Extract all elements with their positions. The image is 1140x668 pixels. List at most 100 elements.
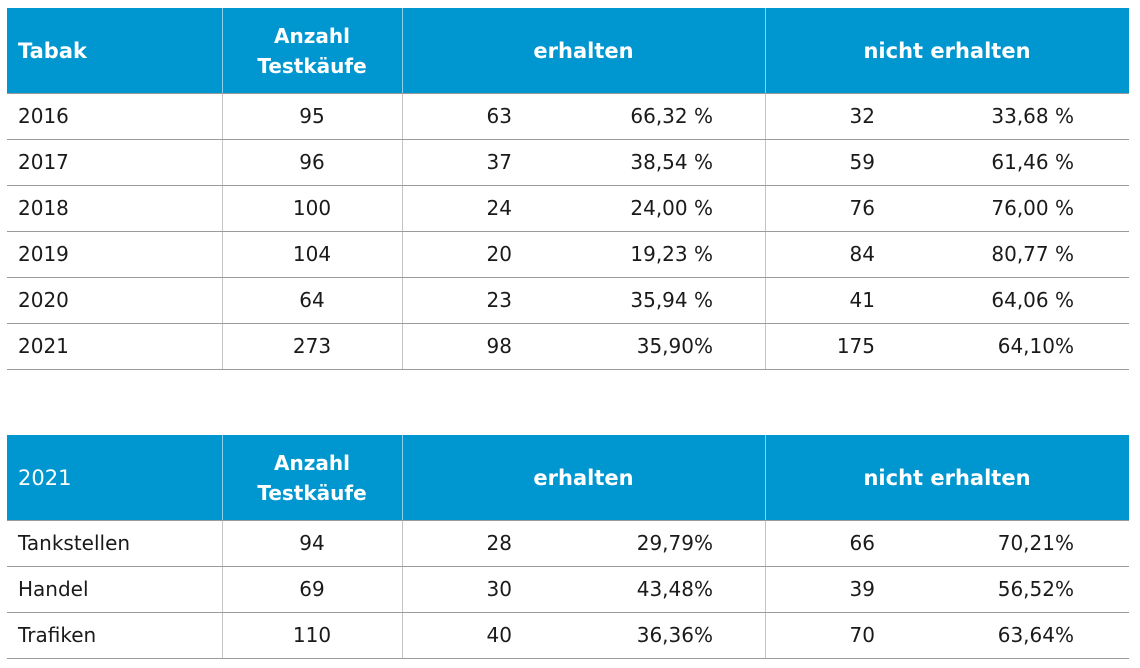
not-received-percent: 61,46 % <box>991 150 1074 174</box>
test-purchase-count: 110 <box>292 623 332 647</box>
test-purchase-count: 95 <box>299 104 325 128</box>
not-received-count: 66 <box>849 531 875 555</box>
not-received-count: 39 <box>849 577 875 601</box>
header-divider <box>222 435 223 520</box>
table-row: 2019 104 20 19,23 % 84 80,77 % <box>7 232 1129 278</box>
column-divider <box>222 567 223 612</box>
not-received-count: 41 <box>849 288 875 312</box>
column-divider <box>222 140 223 185</box>
received-percent: 35,94 % <box>630 288 713 312</box>
column-divider <box>402 186 403 231</box>
header-test-purchases: Anzahl Testkäufe <box>222 435 402 520</box>
column-divider <box>765 567 766 612</box>
header-count-line2: Testkäufe <box>257 53 367 78</box>
tobacco-yearly-table: Tabak Anzahl Testkäufe erhalten nicht er… <box>7 8 1129 370</box>
row-label: 2021 <box>18 334 69 358</box>
not-received-percent: 64,06 % <box>991 288 1074 312</box>
table-body: 2016 95 63 66,32 % 32 33,68 % 2017 96 37 38,54 % 5… <box>7 93 1129 370</box>
not-received-count: 84 <box>849 242 875 266</box>
table-row: Trafiken 110 40 36,36% 70 63,64% <box>7 613 1129 659</box>
not-received-count: 59 <box>849 150 875 174</box>
column-divider <box>222 232 223 277</box>
received-count: 98 <box>486 334 512 358</box>
not-received-count: 175 <box>836 334 875 358</box>
received-count: 40 <box>486 623 512 647</box>
table-header: 2021 Anzahl Testkäufe erhalten nicht erh… <box>7 435 1129 520</box>
received-percent: 36,36% <box>636 623 713 647</box>
row-label: 2017 <box>18 150 69 174</box>
header-divider <box>402 8 403 93</box>
table-row: 2018 100 24 24,00 % 76 76,00 % <box>7 186 1129 232</box>
received-count: 28 <box>486 531 512 555</box>
row-label: Trafiken <box>18 623 97 647</box>
received-percent: 38,54 % <box>630 150 713 174</box>
received-count: 20 <box>486 242 512 266</box>
column-divider <box>222 278 223 323</box>
test-purchase-count: 69 <box>299 577 325 601</box>
channel-2021-table: 2021 Anzahl Testkäufe erhalten nicht erh… <box>7 435 1129 659</box>
column-divider <box>222 94 223 139</box>
not-received-percent: 76,00 % <box>991 196 1074 220</box>
header-label: Tabak <box>18 38 87 63</box>
received-count: 63 <box>486 104 512 128</box>
column-divider <box>765 324 766 369</box>
test-purchase-count: 64 <box>299 288 325 312</box>
column-divider <box>765 94 766 139</box>
header-divider <box>765 8 766 93</box>
header-divider <box>222 8 223 93</box>
received-percent: 66,32 % <box>630 104 713 128</box>
table-row: 2016 95 63 66,32 % 32 33,68 % <box>7 93 1129 140</box>
column-divider <box>222 324 223 369</box>
table-row: Handel 69 30 43,48% 39 56,52% <box>7 567 1129 613</box>
column-divider <box>402 324 403 369</box>
table-body: Tankstellen 94 28 29,79% 66 70,21% Handel 69 30 4… <box>7 520 1129 659</box>
test-purchase-count: 104 <box>292 242 332 266</box>
table-row: 2017 96 37 38,54 % 59 61,46 % <box>7 140 1129 186</box>
not-received-count: 76 <box>849 196 875 220</box>
not-received-count: 32 <box>849 104 875 128</box>
column-divider <box>222 186 223 231</box>
table-row: Tankstellen 94 28 29,79% 66 70,21% <box>7 520 1129 567</box>
column-divider <box>765 140 766 185</box>
column-divider <box>765 521 766 566</box>
column-divider <box>402 521 403 566</box>
column-divider <box>402 613 403 658</box>
received-count: 37 <box>486 150 512 174</box>
table-row: 2020 64 23 35,94 % 41 64,06 % <box>7 278 1129 324</box>
row-label: 2019 <box>18 242 69 266</box>
row-label: Tankstellen <box>18 531 131 555</box>
header-test-purchases: Anzahl Testkäufe <box>222 8 402 93</box>
table-row: 2021 273 98 35,90% 175 64,10% <box>7 324 1129 370</box>
header-label: 2021 <box>18 465 72 490</box>
header-count-line2: Testkäufe <box>257 480 367 505</box>
header-not-received: nicht erhalten <box>863 465 1031 490</box>
header-received: erhalten <box>533 38 634 63</box>
header-divider <box>765 435 766 520</box>
column-divider <box>402 140 403 185</box>
column-divider <box>765 232 766 277</box>
header-divider <box>402 435 403 520</box>
test-purchase-count: 273 <box>292 334 332 358</box>
header-count-line1: Anzahl <box>274 23 350 48</box>
column-divider <box>402 278 403 323</box>
not-received-percent: 33,68 % <box>991 104 1074 128</box>
header-received: erhalten <box>533 465 634 490</box>
column-divider <box>222 613 223 658</box>
received-percent: 35,90% <box>636 334 713 358</box>
column-divider <box>402 94 403 139</box>
not-received-percent: 56,52% <box>997 577 1074 601</box>
header-not-received: nicht erhalten <box>863 38 1031 63</box>
header-count-line1: Anzahl <box>274 450 350 475</box>
column-divider <box>765 613 766 658</box>
row-label: 2016 <box>18 104 69 128</box>
table-header: Tabak Anzahl Testkäufe erhalten nicht er… <box>7 8 1129 93</box>
column-divider <box>402 567 403 612</box>
row-label: 2018 <box>18 196 69 220</box>
received-percent: 24,00 % <box>630 196 713 220</box>
not-received-percent: 80,77 % <box>991 242 1074 266</box>
not-received-percent: 64,10% <box>997 334 1074 358</box>
received-percent: 29,79% <box>636 531 713 555</box>
received-count: 23 <box>486 288 512 312</box>
test-purchase-count: 96 <box>299 150 325 174</box>
column-divider <box>765 278 766 323</box>
